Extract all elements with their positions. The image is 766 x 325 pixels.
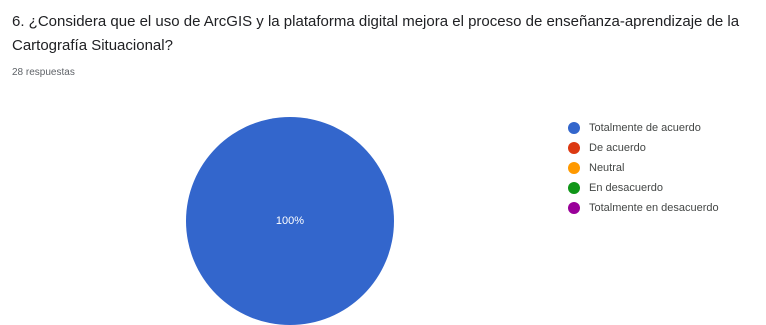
pie-slice-0 — [186, 117, 394, 325]
legend-swatch-icon — [568, 142, 580, 154]
legend-label: Totalmente en desacuerdo — [589, 202, 719, 214]
question-title: 6. ¿Considera que el uso de ArcGIS y la … — [12, 13, 740, 54]
legend-swatch-icon — [568, 182, 580, 194]
legend-item: Neutral — [568, 158, 719, 178]
response-count: 28 respuestas — [12, 67, 75, 78]
legend-swatch-icon — [568, 162, 580, 174]
legend-label: Totalmente de acuerdo — [589, 122, 701, 134]
pie-data-label: 100% — [276, 215, 304, 227]
pie-slices — [186, 117, 394, 325]
chart-legend: Totalmente de acuerdo De acuerdo Neutral En… — [568, 118, 719, 218]
legend-label: Neutral — [589, 162, 625, 174]
legend-item: Totalmente en desacuerdo — [568, 198, 719, 218]
legend-swatch-icon — [568, 122, 580, 134]
legend-label: En desacuerdo — [589, 182, 663, 194]
legend-item: De acuerdo — [568, 138, 719, 158]
legend-item: Totalmente de acuerdo — [568, 118, 719, 138]
legend-item: En desacuerdo — [568, 178, 719, 198]
legend-swatch-icon — [568, 202, 580, 214]
pie-labels: 100% — [276, 215, 304, 227]
legend-label: De acuerdo — [589, 142, 646, 154]
